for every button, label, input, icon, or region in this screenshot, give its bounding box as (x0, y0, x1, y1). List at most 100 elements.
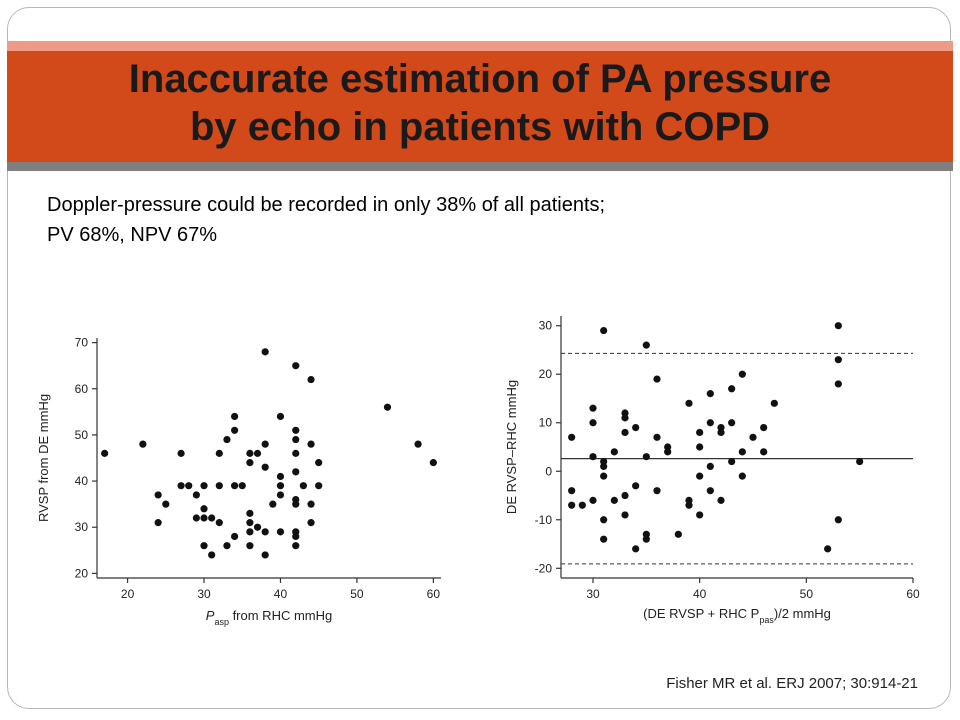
data-point (642, 453, 650, 461)
data-point (717, 423, 725, 432)
data-point (653, 433, 661, 441)
data-point (276, 472, 285, 481)
data-point (856, 457, 864, 466)
x-tick-label: 50 (350, 587, 364, 601)
slide-title-line-1: Inaccurate estimation of PA pressure (128, 57, 832, 101)
data-point (276, 412, 285, 421)
data-point (253, 523, 262, 531)
data-point (315, 482, 323, 490)
data-point (621, 511, 629, 519)
data-point (299, 482, 307, 490)
data-point (292, 542, 300, 550)
data-point (632, 423, 640, 432)
data-point (589, 496, 597, 504)
data-point (177, 482, 185, 490)
data-point (292, 426, 300, 434)
data-point (307, 500, 315, 508)
data-point (307, 375, 315, 384)
data-point (292, 500, 300, 508)
data-point (578, 501, 586, 509)
y-axis-label: RVSP from DE mmHg (36, 394, 51, 522)
data-point (653, 487, 661, 495)
data-point (706, 419, 714, 427)
data-point (621, 428, 629, 437)
data-point (246, 459, 254, 467)
title-banner: Inaccurate estimation of PA pressure by … (7, 51, 953, 162)
data-point (292, 435, 300, 444)
data-point (610, 496, 618, 504)
data-point (568, 487, 576, 495)
y-tick-label: 0 (545, 464, 552, 478)
data-point (200, 482, 208, 490)
data-point (292, 468, 300, 476)
y-axis-label: DE RVSP–RHC mmHg (504, 380, 519, 514)
y-tick-label: 50 (75, 428, 89, 442)
data-point (621, 414, 629, 422)
data-point (429, 459, 437, 467)
data-point (261, 528, 269, 536)
data-point (208, 551, 216, 559)
data-point (223, 435, 231, 444)
body-text-line-2: PV 68%, NPV 67% (47, 224, 218, 246)
data-point (834, 356, 842, 364)
chart-2: 30 40 50 60 30 20 10 0 -10 -20 (DE RVSP + RHC Ppas… (504, 316, 920, 625)
data-point (246, 449, 254, 457)
data-point (834, 322, 842, 330)
data-point (292, 449, 300, 457)
x-tick-label: 20 (121, 587, 135, 601)
data-point (642, 530, 650, 538)
data-point (717, 496, 725, 504)
data-point (154, 491, 162, 499)
data-point (177, 449, 185, 457)
y-tick-label: 20 (539, 367, 553, 381)
data-point (383, 403, 392, 411)
data-point (208, 514, 216, 522)
data-point (760, 448, 768, 456)
data-point (696, 443, 704, 451)
data-point (215, 482, 223, 490)
data-point (231, 412, 239, 421)
data-point (231, 482, 239, 490)
data-point (276, 528, 285, 536)
x-tick-label: 30 (586, 587, 600, 601)
x-axis-label: Pasp from RHC mmHg (206, 608, 332, 627)
y-tick-label: 10 (539, 416, 553, 430)
citation: Fisher MR et al. ERJ 2007; 30:914-21 (666, 675, 918, 692)
data-point (824, 545, 832, 553)
data-point (674, 530, 682, 538)
data-point (307, 519, 315, 527)
y-tick-label: 30 (539, 319, 553, 333)
data-point (261, 348, 269, 356)
data-point (632, 482, 640, 490)
data-point (246, 542, 254, 550)
y-tick-label: 30 (75, 520, 89, 534)
banner-bottom-stripe (7, 162, 953, 171)
body-text-line-1: Doppler-pressure could be recorded in on… (47, 194, 606, 216)
data-point (261, 463, 269, 471)
data-point (642, 341, 650, 349)
data-point (738, 448, 746, 456)
data-point (192, 491, 200, 499)
data-point (834, 516, 842, 524)
data-point (728, 385, 736, 393)
data-point (621, 491, 629, 500)
data-point (738, 370, 746, 378)
data-point (223, 542, 231, 550)
data-point (610, 448, 618, 456)
data-point (276, 482, 285, 490)
chart-1: 20 30 40 50 60 20 30 40 50 60 70 Pasp from RHC mmHg… (36, 336, 441, 627)
data-point (600, 535, 608, 543)
data-point (600, 462, 608, 471)
data-point (307, 440, 315, 448)
data-point (632, 545, 640, 553)
data-point (685, 399, 693, 407)
data-point (253, 449, 262, 457)
data-point (770, 399, 778, 407)
data-point (600, 516, 608, 524)
data-point (696, 428, 704, 437)
data-point (269, 500, 277, 508)
data-point (192, 514, 200, 522)
data-point (292, 362, 300, 370)
x-tick-label: 60 (427, 587, 441, 601)
y-tick-label: -20 (535, 561, 553, 575)
